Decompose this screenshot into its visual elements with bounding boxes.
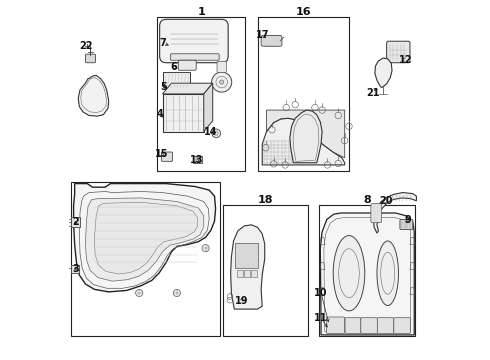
- Polygon shape: [262, 118, 344, 165]
- Ellipse shape: [333, 235, 365, 311]
- Bar: [237, 270, 243, 277]
- FancyBboxPatch shape: [261, 36, 282, 46]
- Text: 12: 12: [399, 55, 413, 65]
- Text: 6: 6: [170, 62, 177, 72]
- FancyBboxPatch shape: [394, 318, 410, 333]
- FancyBboxPatch shape: [400, 220, 413, 229]
- FancyBboxPatch shape: [171, 54, 219, 60]
- Polygon shape: [74, 184, 216, 292]
- Bar: [163, 72, 190, 87]
- Text: 10: 10: [314, 288, 328, 298]
- Bar: [157, 17, 245, 171]
- FancyBboxPatch shape: [371, 204, 382, 223]
- Text: 21: 21: [367, 88, 380, 98]
- FancyBboxPatch shape: [345, 318, 361, 333]
- Polygon shape: [95, 202, 197, 274]
- Circle shape: [202, 244, 209, 252]
- Text: 19: 19: [235, 296, 248, 306]
- Polygon shape: [204, 83, 213, 132]
- Circle shape: [212, 72, 232, 92]
- Circle shape: [220, 80, 224, 84]
- FancyBboxPatch shape: [160, 19, 228, 63]
- Text: 4: 4: [156, 109, 163, 119]
- Polygon shape: [267, 110, 344, 158]
- Text: 2: 2: [73, 217, 79, 227]
- Circle shape: [136, 289, 143, 297]
- Text: 20: 20: [379, 196, 392, 206]
- Text: 13: 13: [190, 155, 203, 165]
- Bar: [318, 205, 416, 336]
- Polygon shape: [290, 110, 322, 163]
- Bar: [163, 94, 204, 132]
- Text: 11: 11: [314, 313, 328, 323]
- Text: 9: 9: [404, 215, 411, 225]
- FancyBboxPatch shape: [361, 318, 377, 333]
- Text: 18: 18: [258, 195, 273, 206]
- Bar: [71, 182, 220, 336]
- Circle shape: [173, 289, 180, 297]
- Text: 1: 1: [197, 7, 205, 17]
- Polygon shape: [320, 213, 414, 335]
- Bar: [71, 265, 79, 273]
- Text: 15: 15: [155, 149, 169, 159]
- FancyBboxPatch shape: [178, 60, 196, 70]
- Text: 22: 22: [80, 41, 93, 50]
- Polygon shape: [373, 193, 416, 233]
- Polygon shape: [78, 75, 109, 116]
- Polygon shape: [85, 198, 204, 281]
- Ellipse shape: [377, 241, 398, 306]
- Text: 8: 8: [363, 195, 371, 206]
- Bar: [245, 270, 250, 277]
- FancyBboxPatch shape: [217, 61, 226, 72]
- Bar: [251, 270, 257, 277]
- Polygon shape: [163, 83, 213, 94]
- Bar: [258, 17, 349, 171]
- Bar: [71, 217, 80, 227]
- Bar: [193, 156, 202, 163]
- FancyBboxPatch shape: [85, 54, 96, 63]
- Text: 14: 14: [204, 127, 218, 136]
- FancyBboxPatch shape: [377, 318, 394, 333]
- Polygon shape: [375, 58, 392, 87]
- Text: 3: 3: [73, 264, 79, 274]
- Text: 16: 16: [295, 7, 311, 17]
- FancyBboxPatch shape: [387, 41, 410, 63]
- Text: 17: 17: [255, 30, 269, 40]
- Circle shape: [212, 129, 220, 138]
- Text: 7: 7: [160, 38, 167, 48]
- Polygon shape: [231, 225, 265, 309]
- Text: 5: 5: [160, 82, 167, 92]
- FancyBboxPatch shape: [326, 317, 344, 333]
- FancyBboxPatch shape: [161, 152, 172, 161]
- Bar: [235, 243, 258, 268]
- Bar: [223, 205, 308, 336]
